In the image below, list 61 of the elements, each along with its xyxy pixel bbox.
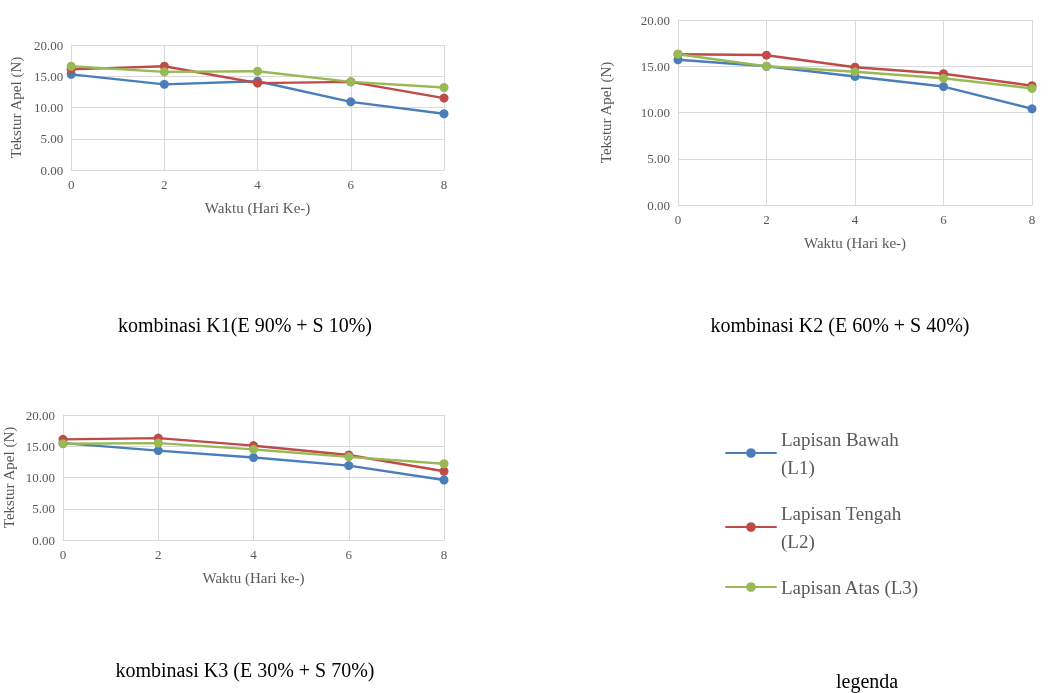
point [153,438,163,448]
point [439,109,449,119]
y-tick-label: 15.00 [33,68,64,84]
x-tick-label: 4 [254,177,262,192]
legend-label: Lapisan Bawah (L1) [781,428,904,479]
y-tick-label: 0.00 [32,532,55,548]
y-tick-label: 20.00 [25,407,55,423]
text: kombinasi K2 (E 60% + S 40%) [710,314,970,337]
x-tick-label: 6 [940,212,948,227]
point [153,446,163,456]
x-tick-label: 2 [161,177,168,192]
x-axis-title: Waktu (Hari ke-) [803,234,907,252]
x-tick-label: 6 [347,177,355,192]
y-axis-title: Tekstur Apel (N) [597,61,615,164]
point [762,50,771,60]
x-axis-title: Waktu (Hari Ke-) [204,199,311,217]
x-tick-label: 8 [440,177,448,192]
x-tick-label: 0 [67,177,75,192]
point [253,66,263,76]
point [439,459,449,469]
x-tick-label: 8 [440,547,448,562]
point [344,461,354,471]
y-tick-label: 5.00 [32,501,55,517]
y-tick-label: 5.00 [40,131,64,147]
point [439,93,449,103]
x-tick-label: 4 [250,547,258,562]
text: kombinasi K3 (E 30% + S 70%) [115,659,375,682]
x-tick-label: 0 [674,212,682,227]
point [850,67,860,77]
y-axis-title: Tekstur Apel (N) [0,426,18,529]
y-tick-label: 15.00 [640,58,670,74]
y-axis-title: Tekstur Apel (N) [7,56,25,159]
x-tick-label: 0 [59,547,67,562]
point [1027,104,1037,114]
x-tick-label: 6 [345,547,353,562]
y-tick-label: 10.00 [33,100,64,115]
x-tick-label: 2 [155,547,162,562]
point [439,83,449,92]
x-tick-label: 4 [851,212,859,227]
y-tick-label: 10.00 [640,105,670,120]
y-tick-label: 0.00 [647,197,670,213]
x-tick-label: 2 [763,212,770,227]
point [249,453,258,462]
x-axis-title: Waktu (Hari ke-) [202,569,305,587]
y-tick-label: 20.00 [33,37,64,53]
point [159,79,169,89]
point [439,475,449,485]
legend-label: Lapisan Atas (L3) [781,576,919,599]
y-tick-label: 0.00 [40,162,64,178]
y-tick-label: 15.00 [25,438,55,454]
point [939,82,948,92]
y-tick-label: 20.00 [640,12,670,28]
text: kombinasi K1(E 90% + S 10%) [117,314,373,337]
x-tick-label: 8 [1028,212,1036,227]
text: legenda [836,670,899,693]
point [939,73,948,83]
y-tick-label: 10.00 [25,470,55,485]
point [346,97,356,107]
legend-label: Lapisan Tengah (L2) [781,502,906,553]
y-tick-label: 5.00 [647,151,670,167]
point [159,67,169,77]
